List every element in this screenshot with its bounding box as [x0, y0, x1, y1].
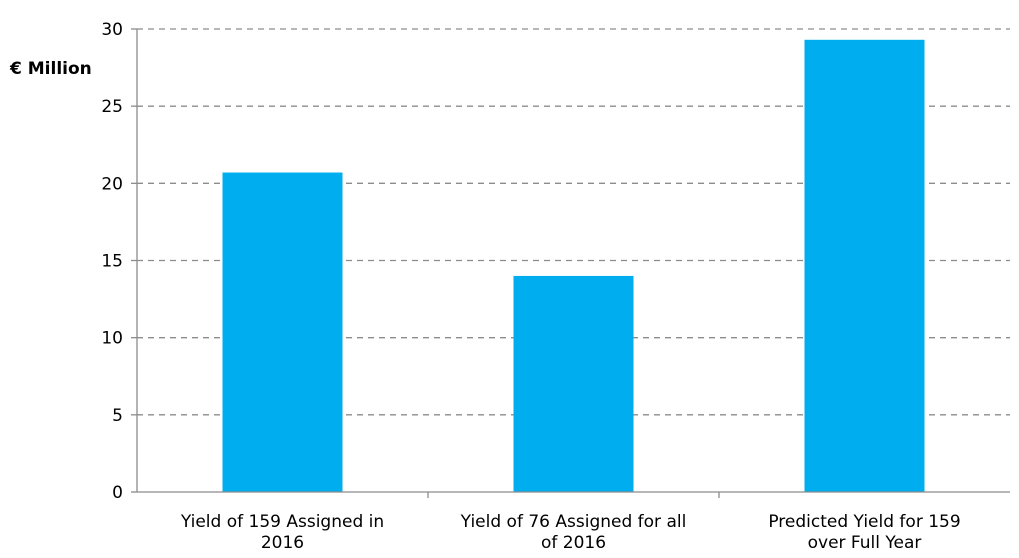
y-tick-labels: 0 5 10 15 20 25 30 [101, 20, 123, 503]
y-axis-title: € Million [9, 59, 92, 79]
y-tick-label: 15 [101, 252, 123, 272]
x-category-label: Yield of 76 Assigned for all [460, 512, 687, 532]
y-tick-label: 5 [112, 406, 123, 426]
x-category-label: 2016 [261, 533, 304, 553]
x-category-label: Predicted Yield for 159 [768, 512, 960, 532]
bar [804, 39, 925, 492]
y-tick-label: 20 [101, 174, 123, 194]
y-tick-label: 30 [101, 20, 123, 40]
bars [222, 39, 925, 492]
bar [513, 275, 634, 492]
axes [131, 28, 1010, 498]
x-category-label: Yield of 159 Assigned in [180, 512, 384, 532]
bar [222, 172, 343, 492]
y-tick-label: 0 [112, 483, 123, 503]
y-tick-label: 10 [101, 329, 123, 349]
x-category-label: of 2016 [541, 533, 606, 553]
x-category-label: over Full Year [808, 533, 922, 553]
y-tick-label: 25 [101, 97, 123, 117]
